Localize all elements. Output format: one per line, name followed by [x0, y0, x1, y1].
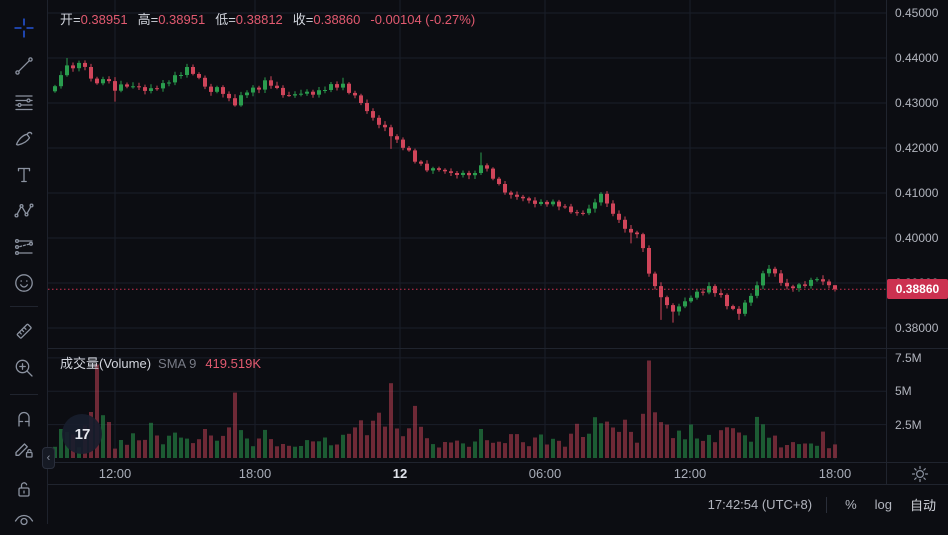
axis-settings-sun-icon[interactable]	[910, 464, 930, 484]
volume-legend: 成交量(Volume) SMA 9 419.519K	[60, 353, 261, 372]
volume-sma-label: SMA 9	[158, 356, 197, 371]
status-bar-border	[48, 484, 948, 485]
ohlc-value: 0.38951	[158, 12, 206, 27]
price-tick: 0.40000	[895, 231, 939, 245]
status-separator	[826, 496, 828, 513]
volume-tick: 5M	[895, 384, 912, 399]
brush-icon[interactable]	[4, 123, 44, 155]
xabcd-pattern-icon[interactable]	[4, 195, 44, 227]
volume-series	[53, 360, 837, 458]
ohlc-label: 开=	[60, 12, 81, 27]
toolbar-separator	[10, 394, 38, 395]
price-tick: 0.45000	[895, 6, 939, 20]
candlestick-series	[53, 58, 837, 323]
pane-divider[interactable]	[48, 348, 948, 349]
time-tick: 12:00	[673, 466, 707, 481]
price-axis-border	[886, 0, 887, 484]
ohlc-value: 0.38951	[80, 12, 128, 27]
hide-all-icon[interactable]	[4, 503, 44, 535]
time-tick: 18:00	[238, 466, 272, 481]
candlestick-volume-plot	[48, 0, 886, 460]
emoji-icon[interactable]	[4, 267, 44, 299]
projection-icon[interactable]	[4, 231, 44, 263]
ohlc-value: 0.38812	[235, 12, 283, 27]
ohlc-label: 低=	[215, 12, 236, 27]
price-tick: 0.38000	[895, 321, 939, 335]
chart-plot-area[interactable]	[48, 0, 886, 462]
ohlc-label: 收=	[292, 12, 314, 27]
toolbar-collapse-button[interactable]: ‹	[42, 447, 55, 469]
clock-utc[interactable]: 17:42:54 (UTC+8)	[707, 497, 813, 512]
status-bar: 17:42:54 (UTC+8) % log 自动	[48, 485, 948, 524]
volume-tick: 7.5M	[895, 350, 922, 365]
ruler-icon[interactable]	[4, 315, 44, 347]
ohlc-label: 高=	[137, 12, 159, 27]
tradingview-logo: 17	[62, 414, 102, 454]
price-tick: 0.44000	[895, 51, 939, 65]
fib-retracement-icon[interactable]	[4, 87, 44, 119]
lock-all-icon[interactable]	[4, 473, 44, 505]
magnet-icon[interactable]	[4, 402, 44, 434]
time-tick: 12:00	[98, 466, 132, 481]
zoom-in-icon[interactable]	[4, 352, 44, 384]
time-axis[interactable]: 12:00 18:00 12 06:00 12:00 18:00	[48, 463, 948, 484]
price-tick: 0.41000	[895, 186, 939, 200]
grid-lines	[48, 0, 886, 460]
text-icon[interactable]	[4, 159, 44, 191]
current-price-label: 0.38860	[887, 279, 948, 300]
price-axis[interactable]: 0.45000 0.44000 0.43000 0.42000 0.41000 0.400…	[887, 0, 948, 462]
time-tick: 18:00	[818, 466, 852, 481]
trend-line-icon[interactable]	[4, 50, 44, 82]
ohlc-change: -0.00104 (-0.27%)	[370, 12, 476, 27]
percent-scale-button[interactable]: %	[845, 497, 857, 512]
ohlc-value: 0.38860	[313, 12, 361, 27]
chevron-left-icon: ‹	[46, 452, 51, 464]
time-axis-border	[48, 462, 948, 463]
chart-area: 开=0.38951 高=0.38951 低=0.38812 收=0.38860 -0.0…	[42, 0, 948, 524]
ohlc-legend: 开=0.38951 高=0.38951 低=0.38812 收=0.38860 -0.0…	[60, 9, 475, 28]
price-tick: 0.42000	[895, 141, 939, 155]
volume-legend-title: 成交量(Volume)	[60, 356, 152, 371]
drawing-toolbar	[0, 0, 48, 526]
toolbar-separator	[10, 306, 38, 307]
time-tick: 12	[392, 466, 408, 481]
volume-sma-value: 419.519K	[205, 356, 261, 371]
volume-tick: 2.5M	[895, 417, 922, 432]
time-tick: 06:00	[528, 466, 562, 481]
draw-lock-icon[interactable]	[4, 433, 44, 465]
auto-scale-button[interactable]: 自动	[909, 498, 936, 513]
crosshair-icon[interactable]	[4, 12, 44, 44]
price-tick: 0.43000	[895, 96, 939, 110]
log-scale-button[interactable]: log	[874, 497, 892, 512]
